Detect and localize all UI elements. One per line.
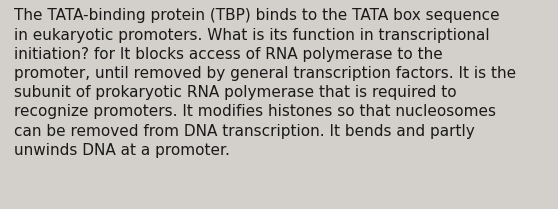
Text: The TATA-binding protein (TBP) binds to the TATA box sequence
in eukaryotic prom: The TATA-binding protein (TBP) binds to … [14, 8, 516, 158]
